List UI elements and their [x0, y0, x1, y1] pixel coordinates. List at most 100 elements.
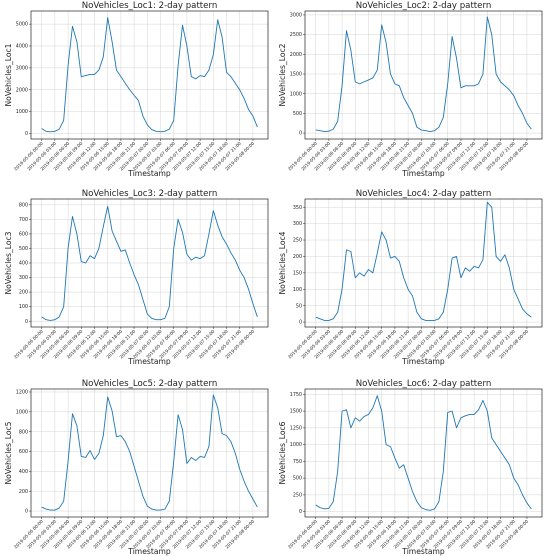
- data-point: [85, 263, 86, 264]
- data-point: [248, 289, 249, 290]
- series-line: [315, 16, 532, 132]
- data-point: [195, 78, 196, 79]
- data-point: [364, 81, 365, 82]
- data-point: [103, 435, 104, 436]
- y-tick-label: 5000: [16, 22, 28, 28]
- data-point: [244, 481, 245, 482]
- data-point: [368, 269, 369, 270]
- data-point: [412, 113, 413, 114]
- data-point: [112, 410, 113, 411]
- data-point: [239, 270, 240, 271]
- data-point: [438, 127, 439, 128]
- y-tick-label: 600: [19, 449, 28, 455]
- chart-title: NoVehicles_Loc5: 2-day pattern: [82, 379, 218, 389]
- data-point: [403, 464, 404, 465]
- y-tick-label: 0: [299, 320, 302, 326]
- data-point: [377, 395, 378, 396]
- data-point: [315, 504, 316, 505]
- data-point: [85, 75, 86, 76]
- data-point: [46, 319, 47, 320]
- data-point: [107, 17, 108, 18]
- data-point: [465, 415, 466, 416]
- data-point: [443, 312, 444, 313]
- data-point: [59, 508, 60, 509]
- y-tick-label: 1500: [290, 409, 302, 415]
- data-point: [346, 30, 347, 31]
- data-point: [342, 411, 343, 412]
- data-point: [160, 510, 161, 511]
- data-point: [156, 131, 157, 132]
- x-axis-label: Timestamp: [127, 169, 171, 178]
- data-point: [399, 261, 400, 262]
- x-axis-label: Timestamp: [401, 169, 445, 178]
- data-point: [469, 271, 470, 272]
- data-point: [425, 130, 426, 131]
- y-tick-label: 1000: [16, 409, 28, 415]
- data-point: [491, 34, 492, 35]
- data-point: [182, 429, 183, 430]
- data-point: [399, 468, 400, 469]
- series-line: [41, 394, 258, 511]
- data-point: [355, 417, 356, 418]
- data-point: [230, 441, 231, 442]
- data-point: [399, 85, 400, 86]
- data-point: [138, 481, 139, 482]
- chart-title: NoVehicles_Loc6: 2-day pattern: [356, 379, 492, 389]
- data-point: [222, 37, 223, 38]
- data-point: [41, 316, 42, 317]
- data-point: [430, 131, 431, 132]
- y-tick-label: 4000: [16, 44, 28, 50]
- data-point: [381, 231, 382, 232]
- y-tick-label: 1750: [290, 392, 302, 398]
- data-point: [72, 216, 73, 217]
- data-point: [160, 131, 161, 132]
- data-point: [116, 436, 117, 437]
- data-point: [443, 471, 444, 472]
- data-point: [513, 95, 514, 96]
- data-point: [421, 129, 422, 130]
- data-point: [125, 83, 126, 84]
- data-point: [531, 129, 532, 130]
- data-point: [204, 255, 205, 256]
- data-point: [478, 409, 479, 410]
- y-tick-label: 100: [19, 304, 28, 310]
- data-point: [372, 77, 373, 78]
- data-point: [416, 312, 417, 313]
- data-point: [63, 501, 64, 502]
- data-point: [173, 120, 174, 121]
- data-point: [526, 502, 527, 503]
- series-line: [41, 17, 258, 133]
- data-point: [434, 508, 435, 509]
- data-point: [390, 74, 391, 75]
- data-point: [134, 274, 135, 275]
- data-point: [474, 414, 475, 415]
- data-point: [217, 407, 218, 408]
- data-point: [160, 319, 161, 320]
- data-point: [443, 117, 444, 118]
- data-point: [138, 100, 139, 101]
- y-tick-label: 200: [19, 489, 28, 495]
- data-point: [178, 219, 179, 220]
- data-point: [513, 289, 514, 290]
- data-point: [226, 435, 227, 436]
- data-point: [504, 254, 505, 255]
- data-point: [465, 85, 466, 86]
- data-point: [107, 396, 108, 397]
- y-axis-label: NoVehicles_Loc4: [278, 231, 287, 294]
- y-tick-label: 250: [293, 238, 302, 244]
- data-point: [230, 76, 231, 77]
- data-point: [112, 231, 113, 232]
- data-point: [482, 400, 483, 401]
- data-point: [346, 409, 347, 410]
- data-point: [430, 510, 431, 511]
- data-point: [320, 318, 321, 319]
- data-point: [129, 263, 130, 264]
- data-point: [412, 295, 413, 296]
- data-point: [333, 501, 334, 502]
- data-point: [98, 453, 99, 454]
- x-axis-label: Timestamp: [401, 547, 445, 556]
- x-axis-label: Timestamp: [401, 357, 445, 366]
- data-point: [81, 76, 82, 77]
- y-tick-label: 800: [19, 429, 28, 435]
- y-tick-label: 2500: [290, 32, 302, 38]
